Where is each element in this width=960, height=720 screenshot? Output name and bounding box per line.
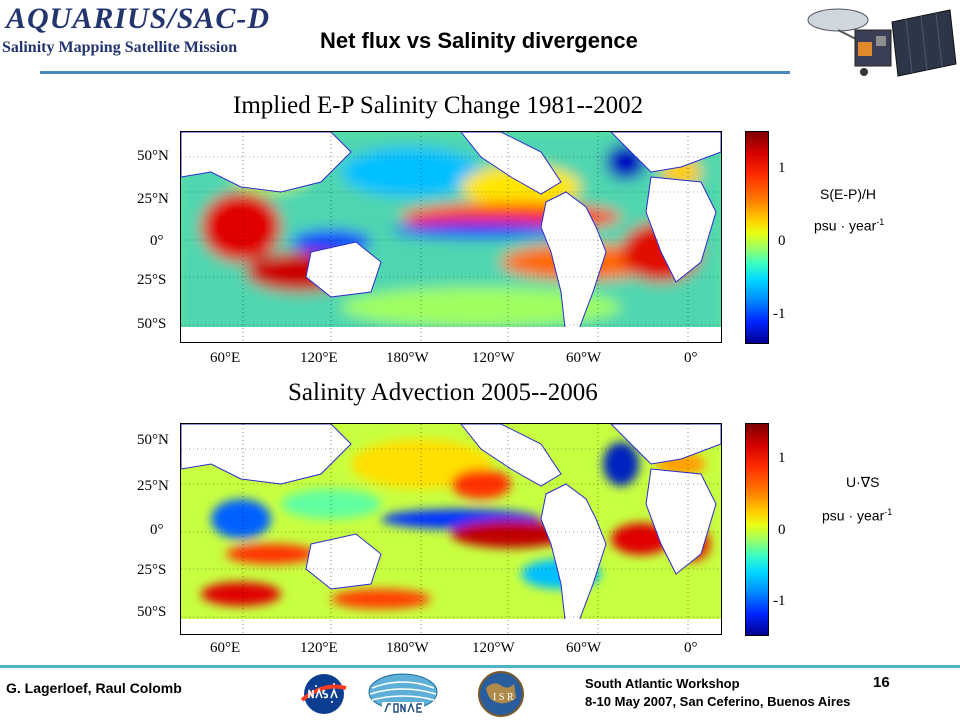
panel1-lon-180w: 180°W — [386, 350, 429, 366]
page-number: 16 — [873, 674, 890, 691]
panel1-lat-50s: 50°S — [137, 316, 167, 332]
workshop-date-location: 8-10 May 2007, San Ceferino, Buenos Aire… — [585, 694, 851, 709]
panel2-colorbar-tick-minus1: -1 — [773, 593, 786, 609]
panel2-lon-60e: 60°E — [210, 640, 241, 656]
panel2-lon-0: 0° — [684, 640, 698, 656]
panel1-lat-25s: 25°S — [137, 272, 167, 288]
panel1-colorbar-tick-0: 0 — [778, 233, 786, 249]
panel2-lat-50s: 50°S — [137, 604, 167, 620]
satellite-illustration — [807, 8, 957, 77]
panel1-colorbar — [745, 131, 769, 344]
panel1-lon-120e: 120°E — [300, 350, 338, 366]
conae-logo — [368, 673, 438, 714]
panel1-lon-0: 0° — [684, 350, 698, 366]
panel2-lat-50n: 50°N — [137, 432, 169, 448]
panel2-map-graphic — [181, 424, 721, 634]
panel1-colorbar-tick-minus1: -1 — [773, 306, 786, 322]
panel1-unit-label: psu · year-1 — [814, 217, 885, 234]
nasa-logo — [300, 674, 347, 714]
footer-divider — [0, 665, 960, 668]
panel1-colorbar-tick-1: 1 — [778, 160, 786, 176]
svg-text:I S R: I S R — [493, 692, 514, 703]
workshop-name: South Atlantic Workshop — [585, 676, 740, 691]
panel1-map — [180, 131, 722, 343]
panel1-title: Implied E-P Salinity Change 1981--2002 — [233, 92, 644, 119]
panel2-colorbar-tick-0: 0 — [778, 522, 786, 538]
panel2-lat-25n: 25°N — [137, 478, 169, 494]
authors: G. Lagerloef, Raul Colomb — [6, 680, 182, 696]
aquarius-logo-text: AQUARIUS/SAC-D — [6, 2, 271, 35]
workshop-info: South Atlantic Workshop 8-10 May 2007, S… — [585, 675, 850, 711]
panel2-lon-60w: 60°W — [566, 640, 602, 656]
panel1-lon-60w: 60°W — [566, 350, 602, 366]
panel2-unit-label: psu · year-1 — [822, 507, 893, 524]
panel2-lat-25s: 25°S — [137, 562, 167, 578]
panel2-lon-120w: 120°W — [472, 640, 515, 656]
mission-subtitle: Salinity Mapping Satellite Mission — [2, 39, 238, 56]
panel1-lat-0: 0° — [150, 233, 164, 249]
panel2-lat-0: 0° — [150, 522, 164, 538]
panel2-title: Salinity Advection 2005--2006 — [288, 379, 598, 406]
panel2-colorbar-tick-1: 1 — [778, 450, 786, 466]
panel1-map-graphic — [181, 132, 721, 342]
panel1-lat-50n: 50°N — [137, 148, 169, 164]
slide-title: Net flux vs Salinity divergence — [320, 28, 638, 53]
panel2-quantity-label: U·∇S — [846, 474, 880, 490]
panel2-map — [180, 423, 722, 635]
panel1-quantity-label: S(E-P)/H — [820, 186, 876, 202]
panel1-lon-60e: 60°E — [210, 350, 241, 366]
panel2-colorbar — [745, 423, 769, 636]
isr-logo: I S R — [478, 671, 524, 717]
panel2-lon-120e: 120°E — [300, 640, 338, 656]
panel1-lat-25n: 25°N — [137, 191, 169, 207]
header-divider — [40, 71, 790, 74]
panel2-lon-180w: 180°W — [386, 640, 429, 656]
panel1-lon-120w: 120°W — [472, 350, 515, 366]
